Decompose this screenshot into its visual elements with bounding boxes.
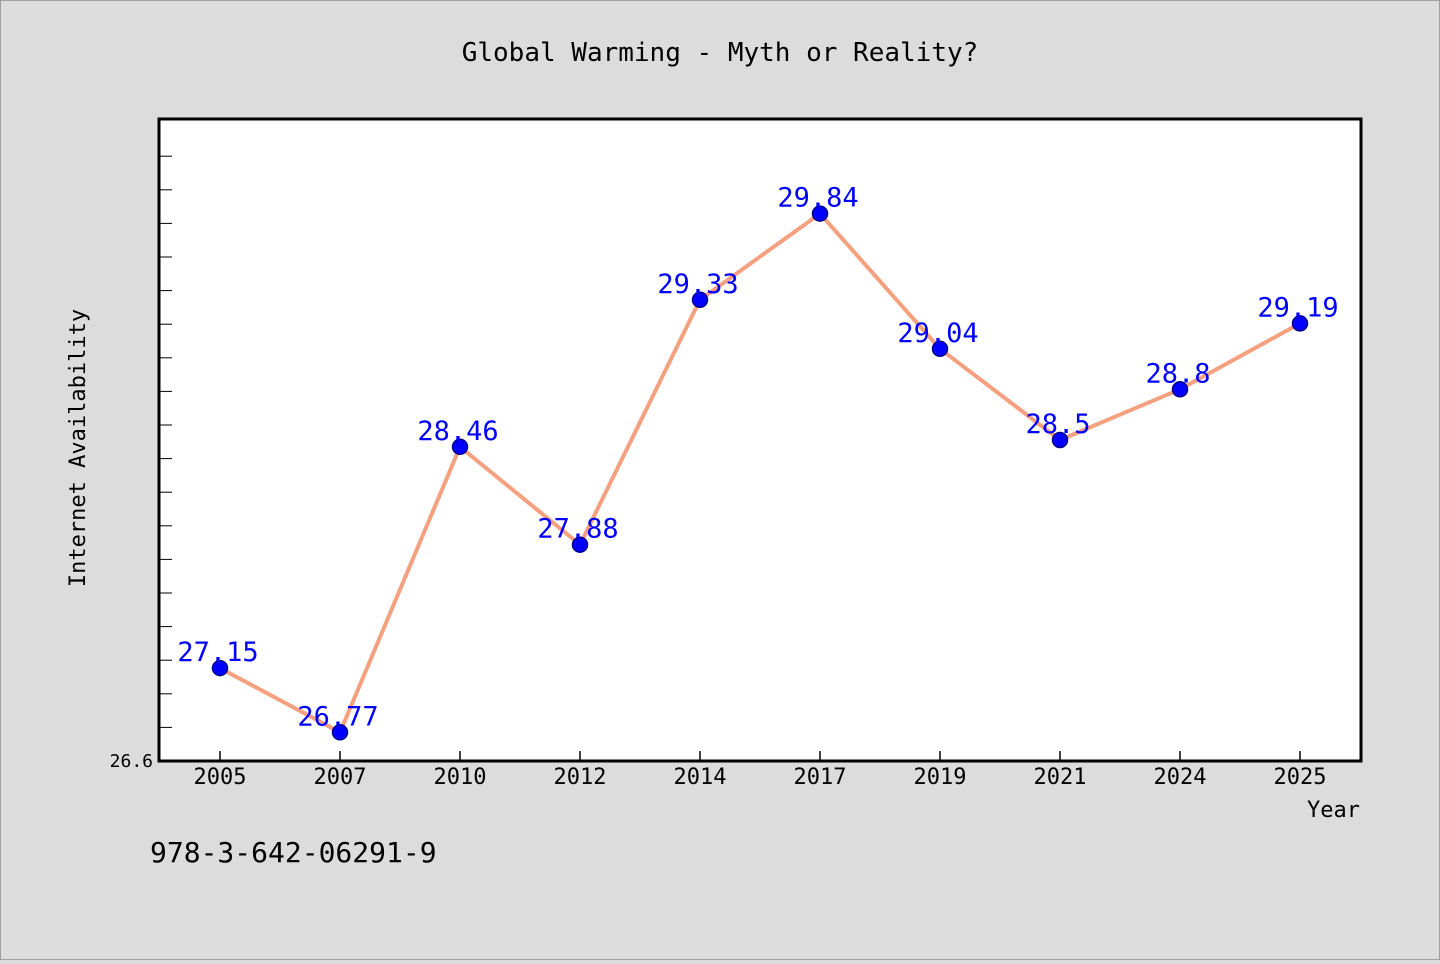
y-axis-label: Internet Availability [66,309,91,587]
data-label: 29.84 [777,183,858,214]
data-label: 27.15 [177,637,258,668]
data-point-marker [331,724,349,741]
x-tick-label: 2005 [194,765,247,790]
x-tick-label: 2025 [1274,765,1327,790]
isbn-text: 978-3-642-06291-9 [150,836,437,869]
data-point-marker [811,205,829,222]
x-axis-label: Year [1307,798,1360,823]
data-point-marker [451,438,469,456]
data-label: 29.33 [657,269,738,300]
data-label: 28.46 [417,416,498,447]
data-label: 28.8 [1145,358,1210,389]
y-tick-label: 26.6 [110,751,153,772]
data-label: 27.88 [537,514,618,545]
data-point-marker [1291,315,1309,332]
data-label: 26.77 [297,701,378,732]
data-labels-group: 27.15 26.77 28.46 27.88 29.33 29.84 29.04 28.5 2… [177,183,1338,733]
plot-area [157,117,1363,763]
x-tick-label: 2017 [794,765,847,790]
data-point-marker [1051,431,1069,449]
series-line [219,211,1301,735]
data-point-marker [211,659,229,677]
x-tick-label: 2010 [434,765,487,790]
x-tick-label: 2021 [1034,765,1087,790]
data-point-marker [931,340,949,358]
x-tick-label: 2014 [674,765,727,790]
data-label: 28.5 [1025,409,1090,440]
x-axis-ticks: 2005 2007 2010 2012 2014 2017 2019 2021 2024 2025 [194,751,1327,790]
data-point-marker [1171,381,1189,398]
data-point-marker [691,291,709,309]
x-tick-label: 2024 [1154,765,1207,790]
data-label: 29.04 [897,318,978,349]
x-tick-label: 2007 [314,765,367,790]
series-markers-group [211,205,1309,741]
data-label: 29.19 [1257,292,1338,323]
chart-title: Global Warming - Myth or Reality? [462,38,979,68]
x-tick-label: 2012 [554,765,607,790]
x-tick-label: 2019 [914,765,967,790]
y-axis-minor-ticks [159,155,172,728]
series-line-group [219,211,1301,735]
data-point-marker [571,536,589,553]
